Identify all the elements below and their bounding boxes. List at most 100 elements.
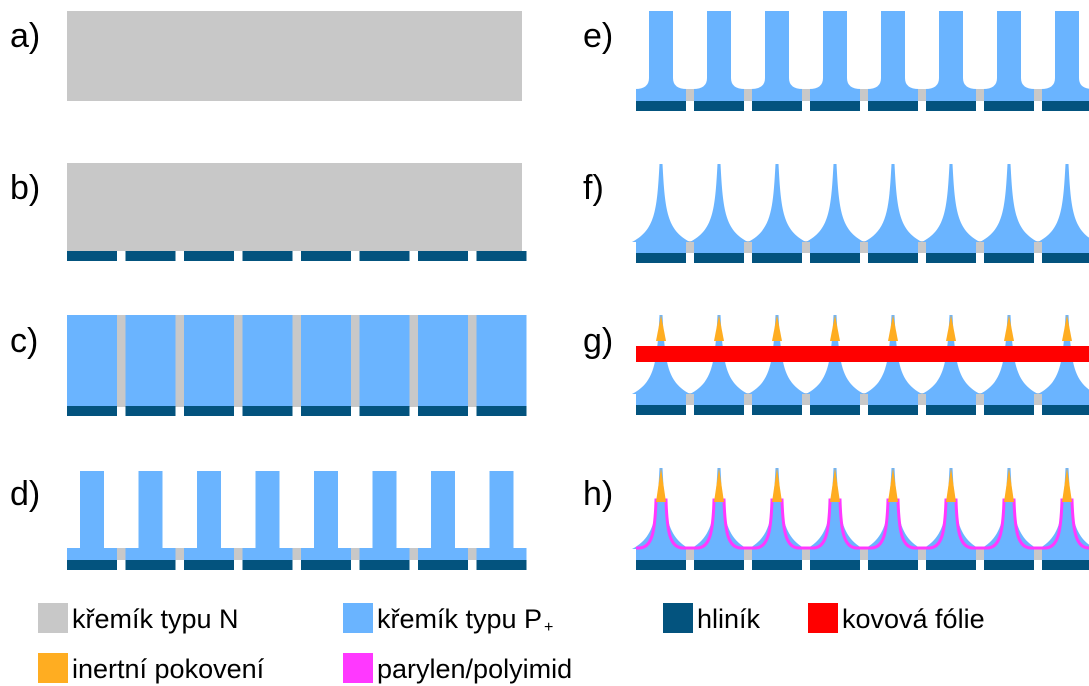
aluminium-pad bbox=[184, 406, 234, 416]
n-silicon-gap bbox=[860, 393, 868, 405]
aluminium-pad bbox=[926, 101, 976, 111]
p-silicon-base bbox=[184, 548, 234, 560]
aluminium-pad bbox=[184, 560, 234, 570]
step-label-a: a) bbox=[10, 17, 40, 55]
n-silicon-gap bbox=[918, 393, 926, 405]
p-silicon-needle bbox=[690, 468, 748, 549]
aluminium-pad bbox=[868, 405, 918, 415]
legend-swatch-n-silicon bbox=[38, 603, 68, 633]
p-silicon-base bbox=[926, 548, 976, 560]
n-silicon-gap bbox=[686, 393, 694, 405]
aluminium-pad bbox=[984, 101, 1034, 111]
inert-plating-tip bbox=[830, 315, 840, 341]
aluminium-pad bbox=[926, 253, 976, 263]
p-silicon-column bbox=[184, 315, 234, 407]
p-silicon-base bbox=[125, 548, 176, 560]
p-silicon-base bbox=[694, 393, 744, 405]
legend-label-metal-foil: kovová fólie bbox=[842, 604, 985, 634]
n-silicon-gap bbox=[860, 89, 868, 101]
legend-swatch-p-silicon bbox=[343, 603, 373, 633]
p-silicon-etched-column bbox=[925, 11, 977, 89]
p-silicon-pillar bbox=[80, 471, 104, 550]
aluminium-pad bbox=[301, 251, 351, 261]
p-silicon-base bbox=[868, 393, 918, 405]
p-silicon-etched-column bbox=[1041, 11, 1089, 89]
p-silicon-etched-column bbox=[693, 11, 745, 89]
p-silicon-etched-column bbox=[809, 11, 861, 89]
p-silicon-column bbox=[242, 315, 293, 407]
inert-plating-tip bbox=[772, 315, 782, 341]
panel-a-wafer bbox=[67, 11, 522, 101]
p-silicon-base bbox=[301, 548, 351, 560]
p-silicon-base bbox=[810, 89, 860, 101]
legend-label-n-silicon: křemík typu N bbox=[72, 604, 239, 634]
n-silicon-gap bbox=[744, 89, 752, 101]
p-silicon-base bbox=[926, 241, 976, 253]
parylene-coating bbox=[636, 498, 1089, 550]
aluminium-pad bbox=[1042, 101, 1089, 111]
n-silicon-gap bbox=[117, 548, 126, 560]
legend-label-parylene: parylen/polyimid bbox=[377, 654, 572, 684]
inert-plating-tip bbox=[714, 315, 724, 341]
p-silicon-base bbox=[984, 241, 1034, 253]
panel-c-p-doped-columns bbox=[67, 315, 527, 416]
n-silicon-gap bbox=[1034, 393, 1042, 405]
aluminium-pad bbox=[476, 251, 527, 261]
aluminium-pad bbox=[636, 253, 686, 263]
aluminium-pad bbox=[67, 251, 117, 261]
aluminium-pad bbox=[810, 253, 860, 263]
inert-plating-tip bbox=[1004, 315, 1014, 341]
p-silicon-pillar bbox=[372, 471, 397, 550]
panel-g-tip-plating-with-foil bbox=[632, 315, 1089, 415]
aluminium-pad bbox=[752, 101, 802, 111]
p-silicon-base bbox=[984, 548, 1034, 560]
p-silicon-base bbox=[926, 393, 976, 405]
p-silicon-base bbox=[984, 393, 1034, 405]
aluminium-pad bbox=[810, 405, 860, 415]
p-silicon-needle bbox=[1038, 468, 1089, 549]
p-silicon-needle bbox=[864, 468, 922, 549]
p-silicon-column bbox=[301, 315, 351, 407]
p-silicon-needle bbox=[632, 468, 690, 549]
inert-plating-tip bbox=[656, 315, 666, 341]
p-silicon-needle bbox=[632, 164, 690, 242]
p-silicon-base bbox=[810, 241, 860, 253]
p-silicon-base bbox=[752, 548, 802, 560]
aluminium-pad bbox=[810, 560, 860, 570]
aluminium-pad bbox=[184, 251, 234, 261]
p-silicon-needle bbox=[980, 164, 1038, 242]
p-silicon-etched-column bbox=[635, 11, 687, 89]
n-silicon-gap bbox=[686, 89, 694, 101]
inert-plating-tip bbox=[830, 468, 840, 502]
aluminium-pad bbox=[1042, 405, 1089, 415]
aluminium-pad bbox=[810, 101, 860, 111]
p-silicon-pillar bbox=[314, 471, 338, 550]
inert-plating-tip bbox=[888, 315, 898, 341]
aluminium-pad bbox=[984, 560, 1034, 570]
aluminium-pad bbox=[636, 405, 686, 415]
legend-label-aluminium: hliník bbox=[697, 604, 761, 634]
inert-plating-tip bbox=[1004, 468, 1014, 502]
p-silicon-pillar bbox=[431, 471, 455, 550]
step-label-d: d) bbox=[10, 475, 40, 513]
panel-f-sharpened-needles bbox=[632, 164, 1089, 263]
inert-plating-tip bbox=[772, 468, 782, 502]
n-silicon-gap bbox=[744, 241, 752, 253]
panel-h-insulated-needles bbox=[632, 468, 1089, 570]
p-silicon-base bbox=[636, 393, 686, 405]
aluminium-pad bbox=[125, 406, 176, 416]
legend-swatch-aluminium bbox=[663, 603, 693, 633]
n-silicon-gap bbox=[175, 548, 184, 560]
aluminium-pad bbox=[984, 253, 1034, 263]
aluminium-pad bbox=[67, 406, 117, 416]
legend-swatch-inert-plating bbox=[38, 653, 68, 683]
legend: křemík typu N křemík typu P + hliník kovo… bbox=[38, 603, 985, 684]
n-silicon-gap bbox=[976, 548, 984, 560]
p-silicon-column bbox=[476, 315, 527, 407]
aluminium-pad bbox=[694, 101, 744, 111]
p-silicon-base bbox=[868, 241, 918, 253]
aluminium-pad bbox=[868, 101, 918, 111]
aluminium-pad bbox=[418, 251, 468, 261]
p-silicon-base bbox=[926, 89, 976, 101]
n-silicon-gap bbox=[1034, 89, 1042, 101]
